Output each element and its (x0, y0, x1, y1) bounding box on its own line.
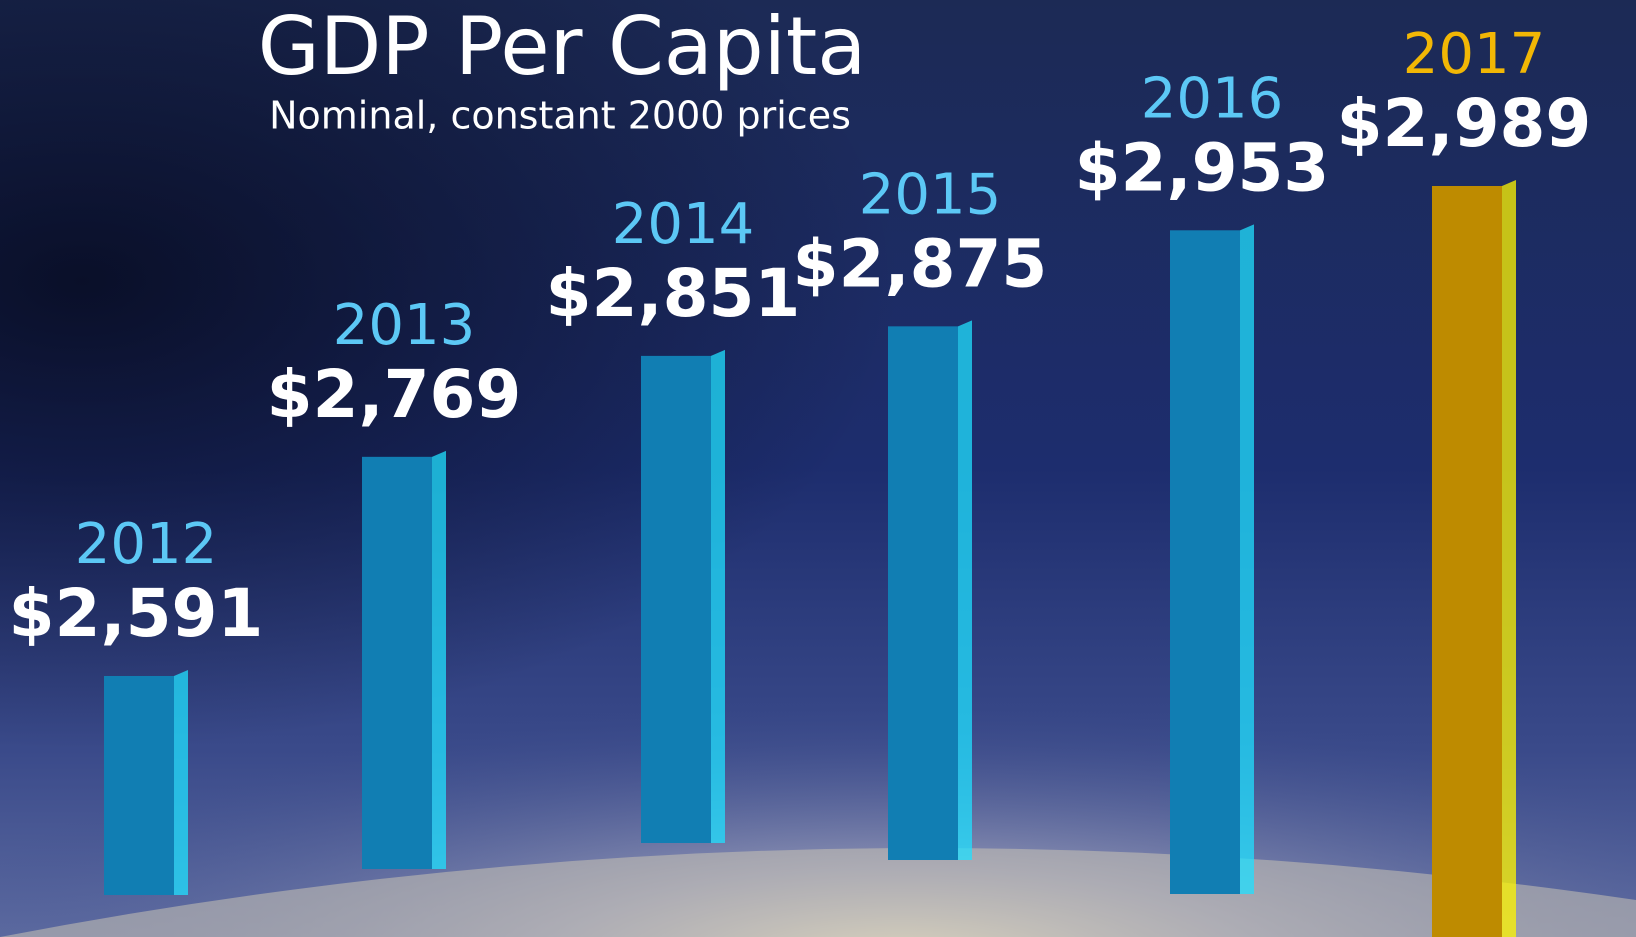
value-label: $2,989 (1337, 85, 1592, 162)
value-label: $2,851 (546, 255, 801, 332)
value-label: $2,953 (1075, 129, 1330, 206)
year-label: 2017 (1403, 22, 1546, 87)
chart-subtitle: Nominal, constant 2000 prices (269, 94, 851, 138)
bar-side (1240, 224, 1254, 894)
bar-shade (104, 676, 174, 895)
bar-side (958, 320, 972, 860)
bar-shade (1170, 230, 1240, 894)
bar-shade (1432, 186, 1502, 937)
chart: GDP Per Capita Nominal, constant 2000 pr… (0, 0, 1636, 937)
bar-side (174, 670, 188, 895)
value-label: $2,591 (9, 575, 264, 652)
bar-shade (362, 457, 432, 869)
bar-side (432, 451, 446, 869)
bar-shade (641, 356, 711, 843)
year-label: 2014 (612, 192, 755, 257)
bar-side (1502, 180, 1516, 937)
year-label: 2016 (1141, 66, 1284, 131)
bar-shade (888, 326, 958, 860)
page: GDP Per Capita Nominal, constant 2000 pr… (0, 0, 1636, 937)
value-label: $2,769 (267, 356, 522, 433)
chart-title: GDP Per Capita (258, 0, 866, 93)
year-label: 2013 (333, 293, 476, 358)
value-label: $2,875 (793, 225, 1048, 302)
year-label: 2015 (859, 162, 1002, 227)
bar-side (711, 350, 725, 843)
year-label: 2012 (75, 512, 218, 577)
